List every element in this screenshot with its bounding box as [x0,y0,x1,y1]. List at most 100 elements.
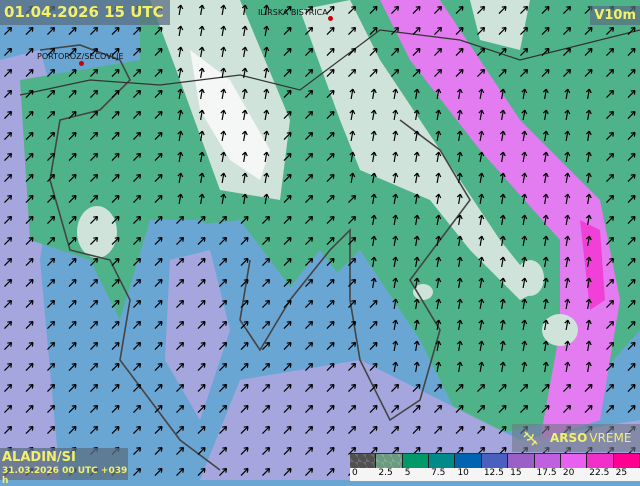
wind-arrow [455,383,464,392]
wind-arrow [348,383,357,392]
wind-arrow [498,425,507,434]
wind-arrow [4,194,13,203]
legend-tick-label: 10 [457,468,469,478]
wind-arrow [499,256,506,268]
wind-arrow [564,256,571,268]
wind-arrow [563,383,572,392]
wind-arrow [197,383,206,392]
wind-arrow [262,236,271,245]
wind-arrow [47,257,56,266]
wind-arrow [627,47,636,56]
wind-arrow [392,340,399,352]
wind-arrow [154,383,163,392]
wind-arrow [606,68,615,77]
wind-arrow [627,257,636,266]
wind-arrow [369,425,378,434]
wind-arrow [90,47,99,56]
wind-arrow [47,152,56,161]
wind-arrow [369,47,378,56]
wind-arrow [90,152,99,161]
wind-arrow [606,278,615,287]
legend-tick-label: 5 [404,468,411,478]
wind-arrow [435,277,442,289]
wind-arrow [348,236,357,245]
wind-arrow [68,383,77,392]
wind-arrow [154,362,163,371]
wind-arrow [4,110,13,119]
wind-arrow [283,404,292,413]
wind-arrow [68,152,77,161]
wind-arrow [25,404,34,413]
wind-arrow [176,215,185,224]
wind-arrows [4,4,636,476]
wind-arrow [348,257,357,266]
wind-arrow [283,320,292,329]
wind-arrow [542,130,549,142]
wind-arrow [370,277,377,289]
wind-arrow [521,298,528,310]
wind-arrow [4,215,13,224]
wind-arrow [456,298,463,310]
wind-arrow [197,467,206,476]
wind-arrow [412,383,421,392]
wind-arrow [477,404,486,413]
wind-arrow [198,172,205,184]
wind-arrow [90,320,99,329]
wind-arrow [563,68,572,77]
wind-arrow [326,47,335,56]
wind-arrow [133,299,142,308]
wind-arrow [326,152,335,161]
wind-arrow [477,425,486,434]
wind-arrow [176,341,185,350]
wind-arrow [499,340,506,352]
wind-arrow [606,362,615,371]
wind-arrow [263,4,270,16]
wind-arrow [305,299,314,308]
wind-arrow [133,89,142,98]
wind-arrow [198,151,205,163]
wind-arrow [305,383,314,392]
wind-arrow [606,89,615,98]
wind-arrow [68,194,77,203]
wind-arrow [478,193,485,205]
wind-arrow [520,5,529,14]
brand-name-bold: ARSO [550,431,588,445]
wind-arrow [220,151,227,163]
wind-arrow [434,68,443,77]
wind-arrow [220,109,227,121]
wind-arrow [68,278,77,287]
wind-arrow [305,257,314,266]
wind-arrow [391,425,400,434]
wind-arrow [498,404,507,413]
wind-arrow [133,68,142,77]
wind-arrow [177,193,184,205]
wind-arrow [25,89,34,98]
wind-arrow [4,47,13,56]
wind-arrow [47,26,56,35]
wind-arrow [542,256,549,268]
wind-arrow [478,130,485,142]
wind-arrow [262,467,271,476]
wind-arrow [4,320,13,329]
wind-arrow [478,319,485,331]
wind-arrow [262,383,271,392]
white-core-north [190,50,270,180]
wind-arrow [305,236,314,245]
wind-arrow [283,131,292,140]
wind-arrow [627,173,636,182]
wind-arrow [392,235,399,247]
wind-arrow [585,151,592,163]
wind-arrow [477,383,486,392]
wind-arrow [542,88,549,100]
wind-arrow [521,88,528,100]
legend-tick-label: 20 [562,468,575,478]
wind-arrow [499,235,506,247]
wind-arrow [263,130,270,142]
legend-swatch [402,454,430,468]
wind-arrow [111,425,120,434]
wind-arrow [176,446,185,455]
wind-arrow [263,151,270,163]
wind-arrow [241,109,248,121]
wind-arrow [133,278,142,287]
